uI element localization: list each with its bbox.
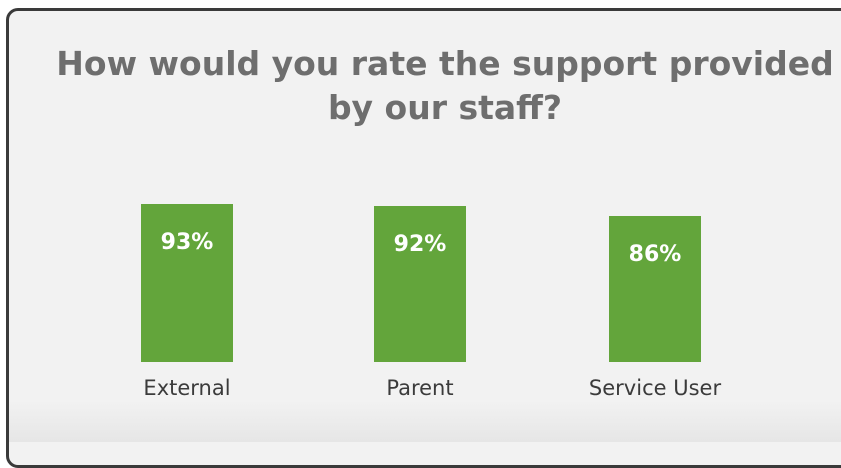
bar-value-label: 93% xyxy=(160,230,214,255)
bar-value-label: 92% xyxy=(393,232,447,257)
category-label: Parent xyxy=(386,376,454,400)
bar-parent xyxy=(374,206,466,362)
chart-title: How would you rate the support provided … xyxy=(56,44,834,127)
card-footer-shade xyxy=(9,400,841,442)
category-label: Service User xyxy=(588,376,722,400)
bar-service-user xyxy=(609,216,701,362)
bar-external xyxy=(141,204,233,362)
category-label: External xyxy=(143,376,231,400)
bar-value-label: 86% xyxy=(628,242,682,267)
